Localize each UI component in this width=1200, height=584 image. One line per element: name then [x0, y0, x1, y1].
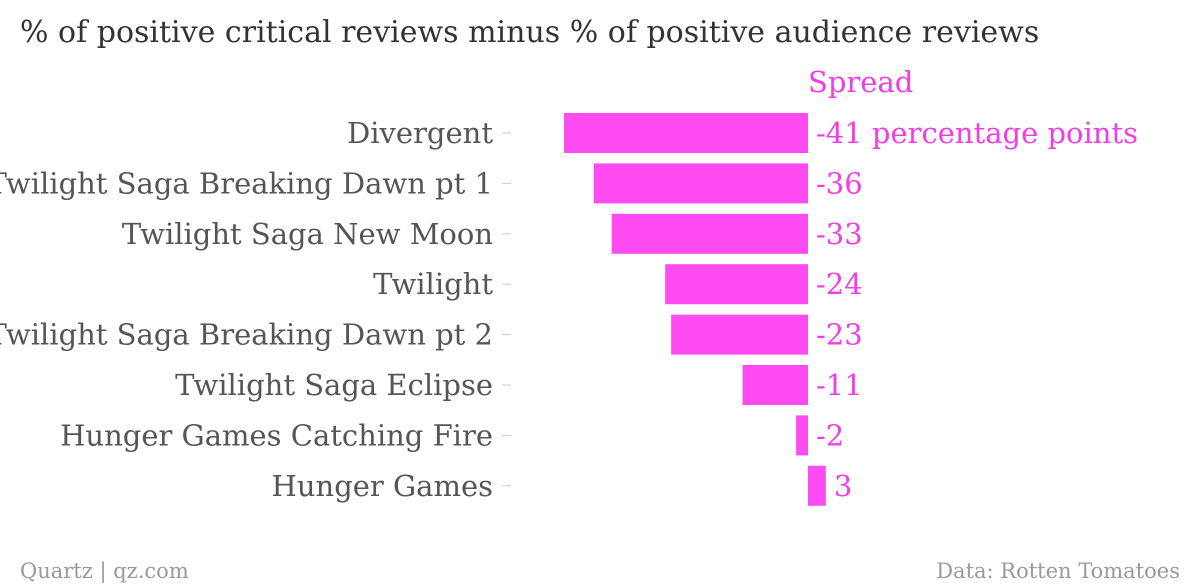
bars-layer: Divergent -41 percentage points Twilight S… — [0, 113, 1138, 506]
value-label: -24 — [816, 267, 863, 301]
source-left: Quartz | qz.com — [20, 559, 189, 584]
series-name-label: Spread — [808, 65, 913, 99]
bar — [808, 465, 826, 506]
bar — [796, 415, 808, 456]
value-label: -41 percentage points — [816, 116, 1138, 150]
value-label: -36 — [816, 166, 863, 200]
chart-title: % of positive critical reviews minus % o… — [20, 15, 1039, 50]
bar — [671, 314, 808, 355]
bar — [665, 264, 808, 305]
bar — [742, 365, 808, 405]
value-label: -11 — [816, 368, 863, 402]
category-label: Twilight Saga Eclipse — [175, 368, 493, 402]
category-label: Divergent — [347, 116, 493, 150]
category-label: Twilight — [373, 267, 493, 301]
category-label: Hunger Games — [272, 469, 493, 503]
source-right: Data: Rotten Tomatoes — [936, 559, 1180, 583]
value-label: -23 — [816, 318, 863, 352]
bar — [564, 113, 808, 153]
bar — [593, 163, 808, 204]
bar — [611, 213, 808, 254]
category-label: Hunger Games Catching Fire — [60, 418, 493, 452]
value-label: -2 — [816, 418, 844, 452]
category-label: Twilight Saga Breaking Dawn pt 1 — [0, 166, 493, 200]
value-label: 3 — [834, 469, 852, 503]
category-label: Twilight Saga New Moon — [122, 217, 493, 251]
category-label: Twilight Saga Breaking Dawn pt 2 — [0, 318, 493, 352]
value-label: -33 — [816, 217, 863, 251]
